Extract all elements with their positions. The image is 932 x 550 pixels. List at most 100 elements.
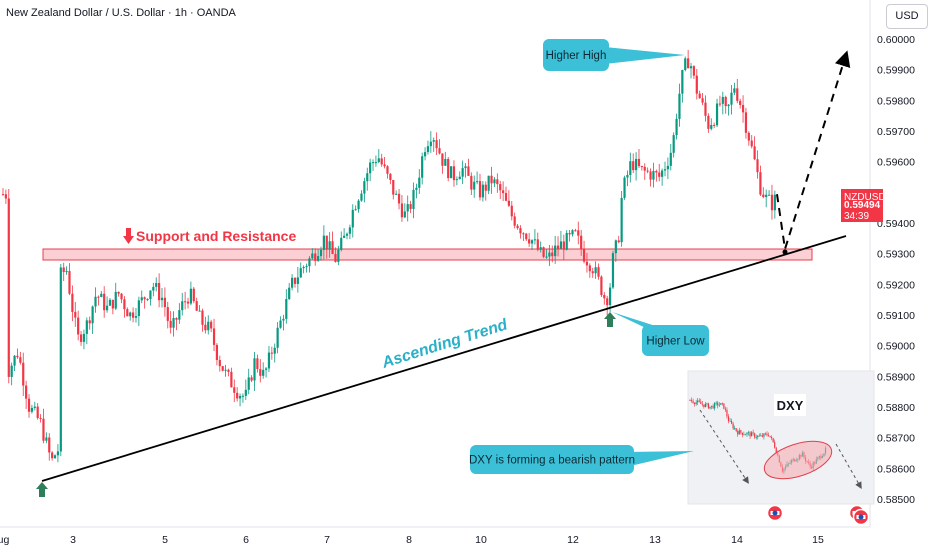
candle-body: [730, 92, 733, 105]
candle-body: [747, 132, 750, 141]
dxy-candle-body: [715, 402, 717, 404]
higher-high-callout-text: Higher High: [546, 50, 607, 62]
dxy-candle-body: [761, 435, 763, 437]
candle-body: [218, 360, 221, 367]
candle-body: [409, 204, 412, 209]
dxy-candle-body: [714, 403, 716, 409]
candle-body: [262, 369, 265, 376]
dxy-candle-body: [720, 403, 722, 405]
candle-body: [539, 247, 542, 250]
ascending-trendline[interactable]: [41, 235, 847, 482]
candle-body: [273, 347, 276, 354]
candle-body: [510, 205, 513, 217]
dxy-candle-body: [741, 432, 743, 435]
price-tick-label: 0.59200: [877, 279, 915, 291]
candle-body: [259, 369, 262, 376]
dxy-candle-body: [692, 400, 694, 403]
candle-body: [247, 377, 250, 390]
candle-body: [230, 371, 233, 388]
candle-body: [447, 158, 450, 179]
candle-body: [606, 298, 609, 306]
projection-path: [776, 50, 851, 250]
price-axis[interactable]: 0.60000 0.59900 0.59800 0.59700 0.59600 0.594…: [877, 34, 915, 506]
candle-body: [608, 287, 612, 306]
time-axis[interactable]: Aug 3 5 6 7 8 10 12 13 14 15: [0, 534, 824, 546]
dxy-inset-panel: [687, 370, 875, 505]
candle-body: [542, 247, 545, 257]
candle-body: [397, 193, 401, 204]
dxy-title: DXY: [777, 398, 804, 413]
candle-body: [146, 299, 149, 301]
candle-body: [337, 249, 340, 262]
candle-body: [244, 389, 247, 396]
candle-body: [111, 299, 114, 309]
dxy-candle-body: [695, 402, 697, 405]
candle-body: [25, 385, 28, 399]
candle-body: [710, 124, 713, 129]
dxy-candle-body: [746, 432, 748, 435]
candle-body: [296, 277, 299, 284]
candle-body: [551, 252, 554, 257]
candle-body: [276, 327, 279, 348]
dxy-candle-body: [727, 416, 730, 422]
candle-body: [519, 228, 522, 234]
candle-body: [48, 437, 51, 453]
candle-body: [357, 200, 360, 210]
time-tick-label: 5: [162, 534, 168, 546]
dxy-candle-body: [724, 408, 727, 410]
dxy-candle-body: [754, 433, 756, 438]
candle-body: [215, 344, 219, 361]
candle-body: [554, 245, 557, 257]
candle-body: [585, 261, 589, 266]
candle-body: [623, 177, 626, 198]
candle-body: [126, 309, 129, 317]
last-price-tag: NZDUSD 0.59494 34:39: [841, 189, 886, 222]
dxy-candle-body: [744, 434, 747, 436]
candle-body: [412, 189, 415, 209]
candle-body: [1, 194, 5, 196]
dxy-candle-body: [701, 403, 703, 405]
candle-body: [438, 148, 441, 154]
candle-body: [345, 233, 349, 236]
candle-body: [418, 177, 421, 188]
candle-body: [556, 245, 560, 249]
dxy-candle-body: [774, 442, 776, 448]
dxy-candle-body: [738, 430, 740, 435]
candle-body: [314, 253, 317, 261]
dxy-candle-body: [772, 438, 774, 443]
candle-body: [632, 161, 635, 171]
candle-body: [415, 187, 418, 190]
candle-body: [661, 170, 664, 177]
candle-body: [85, 320, 88, 334]
candle-body: [565, 232, 568, 250]
candle-body: [19, 357, 22, 363]
candle-body: [105, 305, 109, 311]
candle-body: [322, 235, 325, 250]
candle-body: [522, 233, 525, 235]
candle-body: [65, 271, 68, 273]
candle-body: [285, 299, 288, 319]
candle-body: [441, 153, 444, 166]
candle-body: [256, 358, 259, 370]
candle-body: [16, 355, 19, 358]
candle-body: [487, 175, 490, 191]
candle-body: [30, 407, 34, 412]
candle-body: [123, 299, 126, 310]
candle-body: [455, 179, 458, 181]
dxy-candle-body: [771, 437, 773, 439]
candle-body: [79, 334, 83, 342]
candle-body: [629, 161, 632, 175]
candle-body: [675, 118, 678, 136]
candle-body: [756, 159, 759, 173]
candle-body: [663, 169, 667, 171]
candle-body: [426, 146, 430, 153]
candle-body: [10, 365, 13, 377]
candle-body: [698, 93, 701, 99]
candle-body: [348, 227, 352, 234]
candle-body: [325, 235, 328, 250]
currency-button[interactable]: USD: [886, 4, 928, 29]
time-tick-label: 7: [324, 534, 330, 546]
candle-body: [684, 58, 687, 71]
support-resistance-zone[interactable]: [42, 248, 813, 261]
